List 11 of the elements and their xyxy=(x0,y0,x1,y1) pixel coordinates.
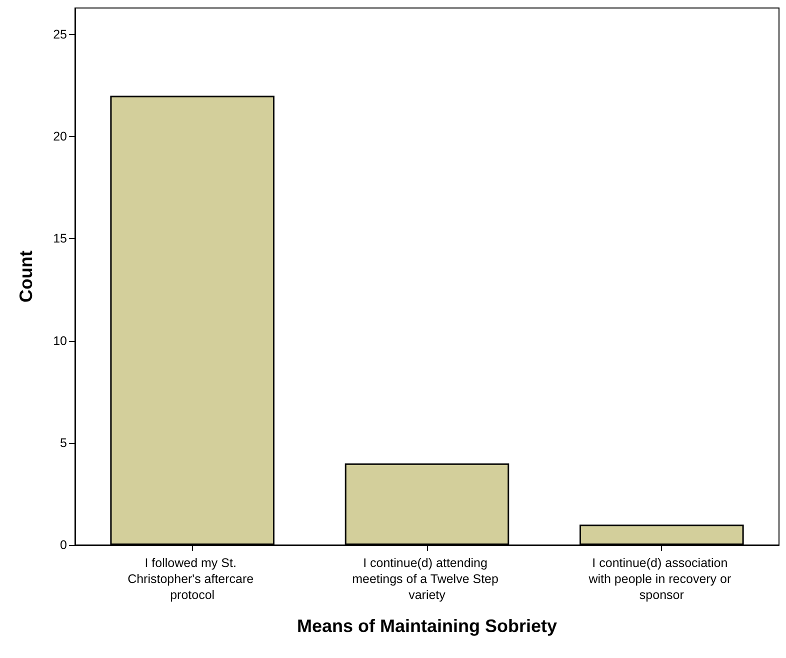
y-tick-label: 20 xyxy=(53,130,68,144)
x-tick-label: I followed my St. Christopher's aftercare protocol xyxy=(128,556,258,602)
y-tick-label: 0 xyxy=(60,538,68,552)
y-tick-label: 10 xyxy=(53,334,68,348)
x-tick-label: I continue(d) association with people in recovery or sponsor xyxy=(588,556,735,602)
y-tick-label: 5 xyxy=(60,436,68,450)
x-axis-title: Means of Maintaining Sobriety xyxy=(296,616,558,636)
y-tick-label: 15 xyxy=(53,232,68,246)
y-axis-title: Count xyxy=(16,250,36,302)
y-tick-label: 25 xyxy=(53,28,68,42)
x-tick-label: I continue(d) attending meetings of a Twelve Step variety xyxy=(352,556,502,602)
